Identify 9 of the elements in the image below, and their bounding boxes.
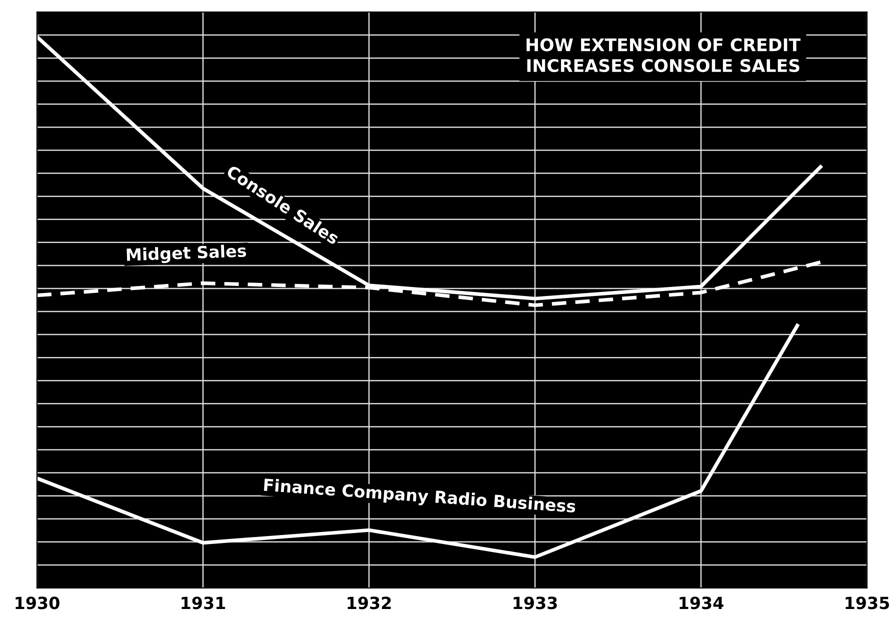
x-tick-label: 1932 [348, 596, 391, 610]
series-label: Finance Company Radio Business [264, 478, 576, 516]
x-tick-label: 1935 [846, 596, 890, 610]
x-tick-label: 1930 [16, 596, 60, 610]
series-label: Midget Sales [126, 244, 246, 264]
x-tick-label: 1934 [680, 596, 724, 610]
text: HOW EXTENSION OF CREDIT INCREASES CONSOLE SALES [526, 38, 801, 72]
x-tick-label: 1933 [514, 596, 557, 610]
x-tick-label: 1931 [182, 596, 226, 610]
